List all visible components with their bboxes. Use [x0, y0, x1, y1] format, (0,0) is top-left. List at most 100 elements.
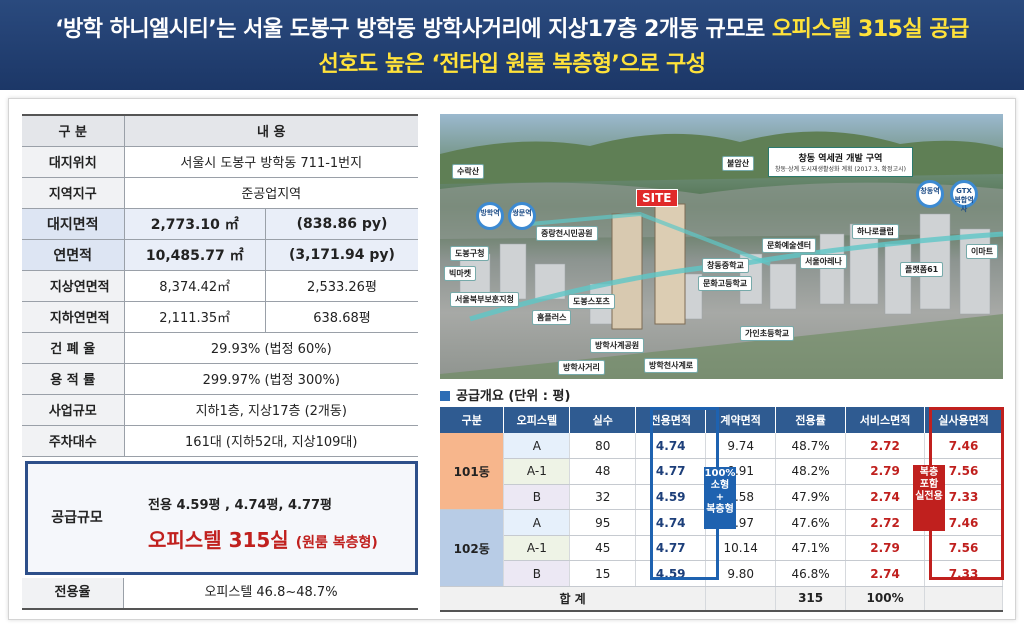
map-label: 하나로클럽 — [852, 224, 899, 239]
row-value: 오피스텔 46.8~48.7% — [204, 585, 338, 600]
count-cell: 48 — [569, 458, 637, 485]
map-illustration — [440, 131, 1003, 379]
total-empty — [705, 586, 777, 612]
ratio-cell: 47.6% — [775, 509, 847, 536]
count-cell: 45 — [569, 535, 637, 562]
redevelopment-zone-label: 창동 역세권 개발 구역 창동·상계 도시재생활성화 계획 (2017.3, 확정… — [768, 147, 913, 177]
map-label: 도봉스포츠 — [568, 294, 615, 309]
total-row: 합 계 315 100% — [440, 586, 1003, 612]
table-header-row: 구 분 내 용 — [22, 114, 418, 147]
header-banner: ‘방학 하니엘시티’는 서울 도봉구 방학동 방학사거리에 지상17층 2개동 … — [0, 0, 1024, 90]
real-area-cell: 7.56 — [924, 535, 1003, 562]
total-count: 315 — [775, 586, 847, 612]
station-pin: 창동역 — [916, 180, 944, 208]
row-value: 지하1층, 지상17층 (2개동) — [124, 394, 418, 426]
map-label: 중랑천시민공원 — [536, 226, 598, 241]
type-cell: A — [503, 509, 571, 536]
col-header: 전용률 — [775, 407, 847, 433]
map-label: 플랫폼61 — [900, 262, 944, 277]
row-key: 지상연면적 — [22, 270, 125, 302]
type-cell: B — [503, 560, 571, 588]
exclusive-ratio-row: 전용율 오피스텔 46.8~48.7% — [22, 578, 418, 610]
row-key: 대지면적 — [22, 208, 125, 240]
map-label: 이마트 — [966, 244, 999, 259]
table-row: 주차대수 161대 (지하52대, 지상109대) — [22, 425, 418, 457]
row-key: 지하연면적 — [22, 301, 125, 333]
map-label: 방학천사계로 — [644, 358, 699, 373]
contract-cell: 9.80 — [705, 560, 777, 588]
service-cell: 2.79 — [845, 535, 926, 562]
building-label: 101동 — [440, 433, 505, 511]
map-label: 빅마켓 — [444, 266, 477, 281]
total-ratio: 100% — [845, 586, 926, 612]
table-row: A-1 48 4.77 9.91 48.2% 2.79 7.56 — [440, 458, 1003, 485]
table-row: 건 폐 율 29.93% (법정 60%) — [22, 332, 418, 364]
row-key: 주차대수 — [22, 425, 125, 457]
ratio-cell: 48.7% — [775, 433, 847, 460]
ratio-cell: 47.1% — [775, 535, 847, 562]
exclusive-cell: 4.74 — [635, 509, 707, 536]
service-cell: 2.72 — [845, 509, 926, 536]
col-header: 계약면적 — [705, 407, 777, 433]
map-label: 방학사계공원 — [590, 338, 645, 353]
map-label: 홈플러스 — [532, 310, 572, 325]
exclusive-cell: 4.77 — [635, 535, 707, 562]
ratio-cell: 48.2% — [775, 458, 847, 485]
headline-line1: ‘방학 하니엘시티’는 서울 도봉구 방학동 방학사거리에 지상17층 2개동 … — [55, 17, 969, 42]
exclusive-cell: 4.77 — [635, 458, 707, 485]
col-header: 실수 — [569, 407, 637, 433]
row-value-py: (838.86 py) — [264, 208, 418, 240]
site-marker: SITE — [636, 189, 678, 207]
count-cell: 80 — [569, 433, 637, 460]
row-value-m2: 2,111.35㎡ — [124, 301, 266, 333]
row-value-py: 638.68평 — [264, 301, 418, 333]
col-header: 실사용면적 — [924, 407, 1003, 433]
table-row: 지역지구 준공업지역 — [22, 177, 418, 209]
table-row: 지하연면적 2,111.35㎡ 638.68평 — [22, 301, 418, 333]
exclusive-cell: 4.74 — [635, 433, 707, 460]
row-key: 연면적 — [22, 239, 125, 271]
map-label: 방학사거리 — [558, 360, 605, 375]
table-row: 용 적 률 299.97% (법정 300%) — [22, 363, 418, 395]
table-row: 대지면적 2,773.10 ㎡ (838.86 py) — [22, 208, 418, 240]
count-cell: 32 — [569, 484, 637, 511]
row-value-m2: 2,773.10 ㎡ — [124, 208, 266, 240]
map-label: 서울북부보훈지청 — [450, 292, 519, 307]
ratio-cell: 47.9% — [775, 484, 847, 511]
location-aerial-map: SITE 창동 역세권 개발 구역 창동·상계 도시재생활성화 계획 (2017.… — [440, 114, 1003, 379]
row-value: 준공업지역 — [124, 177, 418, 209]
service-cell: 2.74 — [845, 484, 926, 511]
map-label: 도봉구청 — [450, 246, 490, 261]
map-label: 서울아레나 — [800, 254, 847, 269]
supply-scale-box: 공급규모 전용 4.59평 , 4.74평, 4.77평 오피스텔 315실 (… — [25, 461, 418, 575]
row-value-py: (3,171.94 py) — [264, 239, 418, 271]
map-label: 문화고등학교 — [698, 276, 753, 291]
table-row: B 15 4.59 9.80 46.8% 2.74 7.33 — [440, 560, 1003, 588]
station-pin: 쌍문역 — [508, 202, 536, 230]
supply-header-row: 구분 오피스텔 실수 전용면적 계약면적 전용률 서비스면적 실사용면적 — [440, 407, 1003, 433]
map-label: 가인초등학교 — [740, 326, 795, 341]
map-label: 문화예술센터 — [762, 238, 817, 253]
row-value: 29.93% (법정 60%) — [124, 332, 418, 364]
col-header: 서비스면적 — [845, 407, 926, 433]
exclusive-cell: 4.59 — [635, 560, 707, 588]
supply-units-line: 오피스텔 315실 (원룸 복층형) — [148, 528, 378, 552]
count-cell: 95 — [569, 509, 637, 536]
map-label: 불암산 — [722, 156, 755, 171]
row-key: 용 적 률 — [22, 363, 125, 395]
col-header: 전용면적 — [635, 407, 707, 433]
supply-table-title: 공급개요 (단위 : 평) — [440, 385, 570, 404]
row-key: 사업규모 — [22, 394, 125, 426]
row-value: 서울시 도봉구 방학동 711-1번지 — [124, 146, 418, 178]
contract-cell: 10.14 — [705, 535, 777, 562]
table-row: 연면적 10,485.77 ㎡ (3,171.94 py) — [22, 239, 418, 271]
service-cell: 2.72 — [845, 433, 926, 460]
row-value: 299.97% (법정 300%) — [124, 363, 418, 395]
map-label: 수락산 — [452, 164, 485, 179]
type-cell: A-1 — [503, 535, 571, 562]
type-cell: A — [503, 433, 571, 460]
type-cell: A-1 — [503, 458, 571, 485]
real-area-cell: 7.46 — [924, 433, 1003, 460]
station-pin: 방학역 — [476, 202, 504, 230]
header-key: 구 분 — [22, 114, 125, 147]
